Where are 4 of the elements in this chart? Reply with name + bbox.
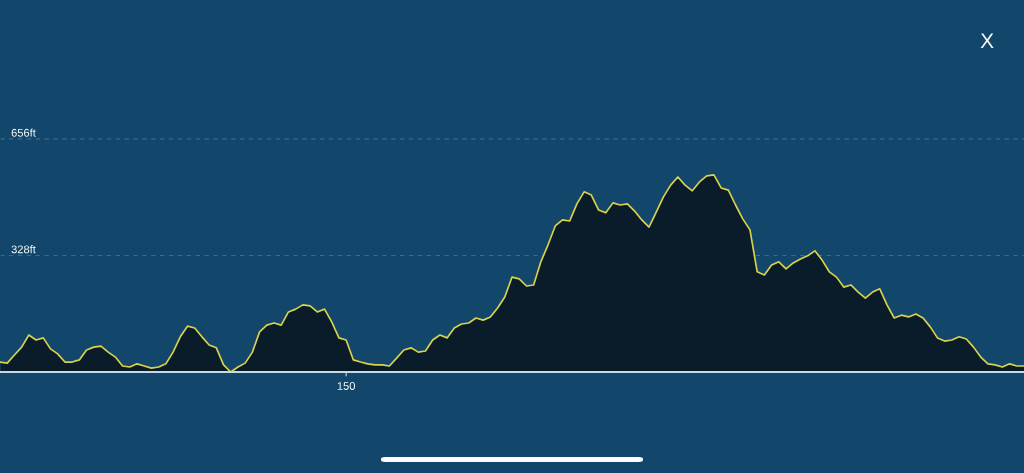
annotation: X [980,33,994,48]
y-tick-label: 656ft [11,128,36,137]
x-tick-label: 150 [337,382,355,390]
y-tick-label: 328ft [11,245,36,254]
